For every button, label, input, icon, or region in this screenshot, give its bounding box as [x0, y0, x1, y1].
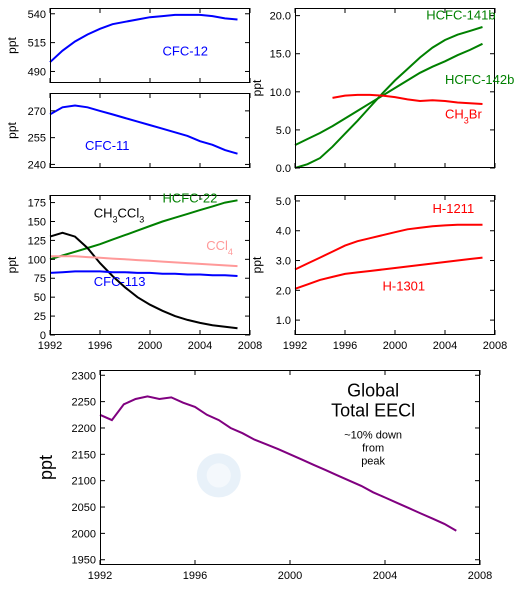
axis-frame: [101, 371, 480, 565]
series-label: CFC-12: [163, 43, 209, 58]
chart-subtitle: peak: [361, 455, 385, 467]
xtick-label: 1996: [88, 340, 112, 352]
panel-p5: 1.02.03.04.05.019921996200020042008pptH-…: [295, 195, 495, 335]
series-label: H-1301: [383, 278, 426, 293]
ytick-label: 2200: [72, 423, 96, 435]
chart-title: Total EECl: [331, 400, 415, 420]
ytick-label: 270: [28, 106, 46, 118]
ytick-label: 25: [34, 311, 46, 323]
xtick-label: 2004: [433, 340, 457, 352]
ytick-label: 2000: [72, 528, 96, 540]
series-cfc-11: [50, 106, 238, 154]
ytick-label: 2300: [72, 370, 96, 382]
series-cfc-12: [50, 15, 238, 62]
panel-p2: 240255270pptCFC-11: [50, 93, 250, 168]
series-label: CFC-11: [85, 138, 130, 153]
panel-p6: 1950200020502100215022002250230019921996…: [100, 370, 480, 565]
ytick-label: 515: [28, 38, 46, 50]
xtick-label: 1996: [183, 570, 207, 582]
ytick-label: 2100: [72, 476, 96, 488]
chart-subtitle: from: [362, 442, 384, 454]
xtick-label: 2008: [483, 340, 507, 352]
ytick-label: 50: [34, 292, 46, 304]
ylabel: ppt: [5, 121, 19, 138]
ytick-label: 1950: [72, 555, 96, 567]
xtick-label: 2004: [373, 570, 397, 582]
series-label: H-1211: [433, 201, 475, 216]
ytick-label: 100: [28, 254, 46, 266]
ytick-label: 5.0: [276, 196, 291, 208]
ylabel: ppt: [5, 36, 19, 53]
ytick-label: 75: [34, 273, 46, 285]
xtick-label: 2008: [468, 570, 492, 582]
xtick-label: 1992: [38, 340, 62, 352]
xtick-label: 1992: [88, 570, 112, 582]
xtick-label: 1996: [333, 340, 357, 352]
ytick-label: 5.0: [276, 125, 291, 137]
panel-p1: 490515540pptCFC-12: [50, 8, 250, 83]
xtick-label: 2008: [238, 340, 262, 352]
xtick-label: 2000: [138, 340, 162, 352]
ytick-label: 255: [28, 133, 46, 145]
xtick-label: 2000: [383, 340, 407, 352]
xtick-label: 2004: [188, 340, 212, 352]
noaa-watermark: [197, 453, 241, 497]
ytick-label: 2050: [72, 502, 96, 514]
ytick-label: 2150: [72, 449, 96, 461]
panel-p4: 025507510012515017519921996200020042008p…: [50, 195, 250, 335]
chart-title: Global: [347, 380, 399, 400]
series-ccl4: [50, 256, 238, 266]
xtick-label: 2000: [278, 570, 302, 582]
axis-frame: [51, 9, 250, 83]
series-ch3br: [333, 95, 483, 104]
chart-subtitle: ~10% down: [344, 429, 402, 441]
series-hcfc-141b: [295, 27, 483, 168]
series-label: HCFC-142b: [445, 72, 514, 87]
ytick-label: 2250: [72, 397, 96, 409]
series-label: CH3Br: [445, 106, 482, 125]
ytick-label: 175: [28, 198, 46, 210]
series-label: CCl4: [206, 238, 233, 257]
ytick-label: 240: [28, 159, 46, 171]
ylabel: ppt: [5, 256, 19, 273]
ytick-label: 3.0: [276, 256, 291, 268]
series-label: HCFC-141b: [426, 7, 495, 22]
series-hcfc-142b: [295, 44, 483, 145]
series-label: HCFC-22: [163, 191, 218, 206]
ytick-label: 1.0: [276, 315, 291, 327]
ytick-label: 490: [28, 66, 46, 78]
series-h-1211: [295, 225, 483, 270]
panel-p3: 0.05.010.015.020.0pptHCFC-141bHCFC-142bC…: [295, 8, 495, 168]
ytick-label: 540: [28, 9, 46, 21]
ytick-label: 125: [28, 235, 46, 247]
axis-frame: [296, 196, 495, 335]
ytick-label: 2.0: [276, 285, 291, 297]
ytick-label: 0.0: [276, 163, 291, 175]
ytick-label: 20.0: [270, 11, 291, 23]
series-label: CFC-113: [94, 274, 146, 289]
axis-frame: [51, 94, 250, 168]
ylabel: ppt: [250, 79, 264, 96]
ylabel: ppt: [250, 256, 264, 273]
ylabel: ppt: [36, 455, 56, 480]
ytick-label: 15.0: [270, 49, 291, 61]
ytick-label: 10.0: [270, 87, 291, 99]
ytick-label: 150: [28, 216, 46, 228]
ytick-label: 4.0: [276, 226, 291, 238]
xtick-label: 1992: [283, 340, 307, 352]
series-label: CH3CCl3: [94, 206, 144, 225]
